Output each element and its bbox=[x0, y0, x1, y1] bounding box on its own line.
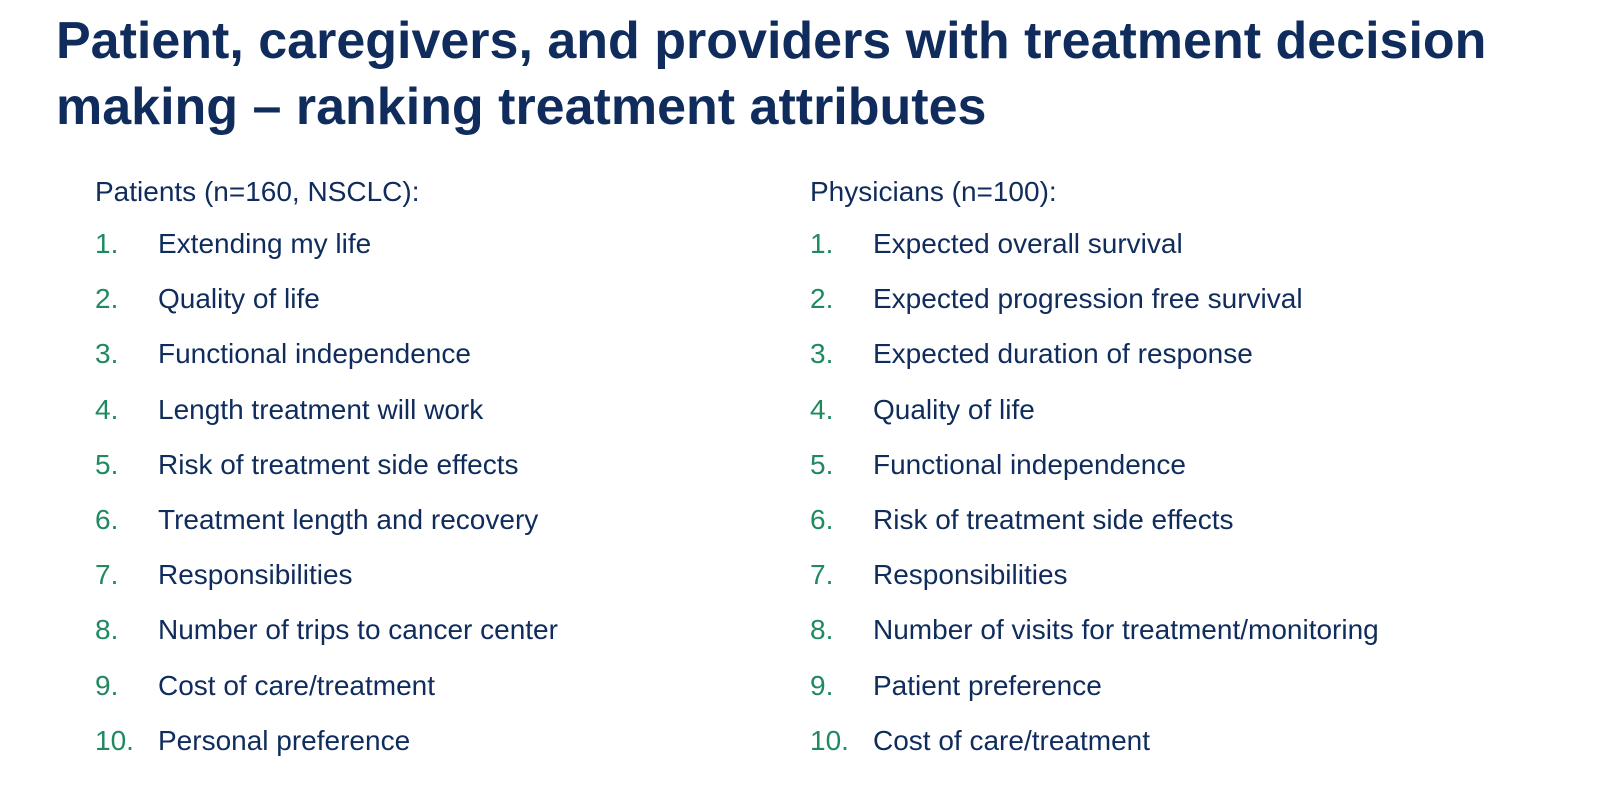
list-item: 2. Expected progression free survival bbox=[810, 271, 1590, 326]
rank-number: 1. bbox=[810, 228, 834, 259]
rank-number: 3. bbox=[95, 338, 119, 370]
list-item: 4. Length treatment will work bbox=[95, 382, 775, 437]
patients-column: Patients (n=160, NSCLC): 1. Extending my … bbox=[95, 168, 775, 768]
rank-label: Functional independence bbox=[158, 338, 471, 370]
list-item: 10. Personal preference bbox=[95, 713, 775, 768]
rank-number: 2. bbox=[810, 283, 834, 315]
rank-number: 4. bbox=[810, 393, 834, 425]
rank-number: 5. bbox=[95, 448, 119, 480]
list-item: 7. Responsibilities bbox=[810, 547, 1590, 602]
rank-number: 5. bbox=[810, 448, 834, 480]
rank-number: 8. bbox=[95, 614, 119, 646]
patients-ranking-list: 1. Extending my life 2. Quality of life 3.… bbox=[95, 216, 775, 768]
rank-label: Extending my life bbox=[158, 228, 372, 259]
rank-label: Treatment length and recovery bbox=[158, 503, 539, 535]
list-item: 8. Number of trips to cancer center bbox=[95, 602, 775, 657]
rank-number: 7. bbox=[810, 559, 834, 591]
list-item: 10. Cost of care/treatment bbox=[810, 713, 1590, 768]
rank-label: Responsibilities bbox=[158, 559, 353, 591]
rank-number: 1. bbox=[95, 228, 119, 259]
rank-number: 10. bbox=[810, 724, 849, 756]
list-item: 9. Cost of care/treatment bbox=[95, 658, 775, 713]
physicians-heading: Physicians (n=100): bbox=[810, 176, 1057, 207]
rank-label: Length treatment will work bbox=[158, 393, 484, 425]
patients-heading: Patients (n=160, NSCLC): bbox=[95, 176, 420, 207]
list-item: 2. Quality of life bbox=[95, 271, 775, 326]
list-item: 6. Risk of treatment side effects bbox=[810, 492, 1590, 547]
rank-number: 10. bbox=[95, 724, 134, 756]
rank-label: Expected duration of response bbox=[873, 338, 1253, 370]
rank-label: Expected progression free survival bbox=[873, 283, 1303, 315]
rank-number: 6. bbox=[810, 503, 834, 535]
rank-number: 2. bbox=[95, 283, 119, 315]
rank-label: Quality of life bbox=[873, 393, 1035, 425]
slide-title: Patient, caregivers, and providers with … bbox=[56, 12, 1487, 136]
rank-label: Number of trips to cancer center bbox=[158, 614, 558, 646]
rank-label: Expected overall survival bbox=[873, 228, 1183, 259]
rank-label: Cost of care/treatment bbox=[158, 669, 436, 701]
rank-number: 8. bbox=[810, 614, 834, 646]
list-item: 6. Treatment length and recovery bbox=[95, 492, 775, 547]
rank-number: 7. bbox=[95, 559, 119, 591]
rank-label: Patient preference bbox=[873, 669, 1102, 701]
rank-label: Functional independence bbox=[873, 448, 1186, 480]
rank-number: 3. bbox=[810, 338, 834, 370]
list-item: 3. Expected duration of response bbox=[810, 326, 1590, 381]
list-item: 8. Number of visits for treatment/monitor… bbox=[810, 602, 1590, 657]
rank-label: Risk of treatment side effects bbox=[873, 503, 1234, 535]
rank-label: Risk of treatment side effects bbox=[158, 448, 519, 480]
rank-label: Responsibilities bbox=[873, 559, 1068, 591]
rank-label: Number of visits for treatment/monitorin… bbox=[873, 614, 1379, 646]
rank-number: 9. bbox=[810, 669, 834, 701]
list-item: 1. Expected overall survival bbox=[810, 216, 1590, 271]
list-item: 1. Extending my life bbox=[95, 216, 775, 271]
list-item: 3. Functional independence bbox=[95, 326, 775, 381]
rank-label: Cost of care/treatment bbox=[873, 724, 1151, 756]
list-item: 7. Responsibilities bbox=[95, 547, 775, 602]
rank-label: Personal preference bbox=[158, 724, 411, 756]
physicians-column: Physicians (n=100): 1. Expected overall s… bbox=[810, 168, 1590, 768]
rank-number: 6. bbox=[95, 503, 119, 535]
list-item: 5. Risk of treatment side effects bbox=[95, 437, 775, 492]
physicians-ranking-list: 1. Expected overall survival 2. Expected p… bbox=[810, 216, 1590, 768]
list-item: 5. Functional independence bbox=[810, 437, 1590, 492]
rank-number: 4. bbox=[95, 393, 119, 425]
rank-number: 9. bbox=[95, 669, 119, 701]
list-item: 4. Quality of life bbox=[810, 382, 1590, 437]
rank-label: Quality of life bbox=[158, 283, 320, 315]
list-item: 9. Patient preference bbox=[810, 658, 1590, 713]
